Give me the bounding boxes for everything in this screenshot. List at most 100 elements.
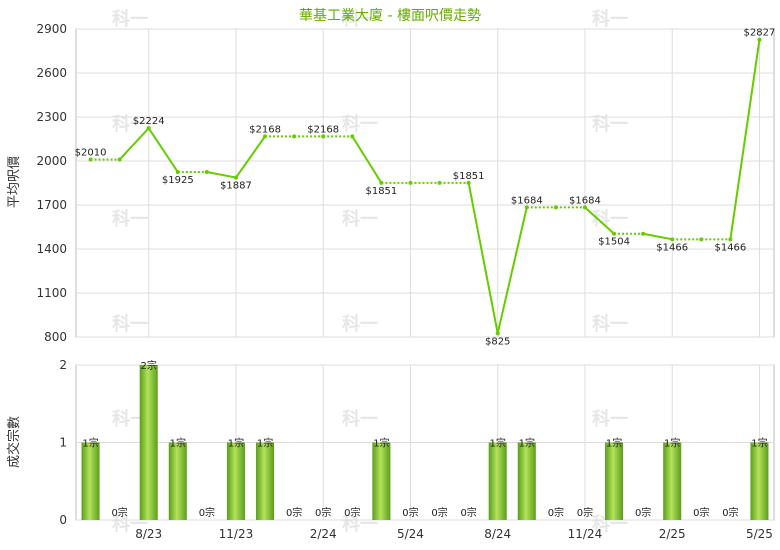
price-point [582,205,587,210]
price-data-label: $1684 [511,195,543,206]
count-bar [605,442,624,520]
count-bar-label: 0宗 [460,506,476,519]
count-bar-label: 0宗 [111,506,127,519]
watermark-text: 科一 [592,8,628,30]
price-point [379,180,384,185]
price-point [175,170,180,174]
price-data-label: $1466 [714,242,746,253]
watermark-text: 科一 [592,408,628,430]
watermark-text: 科一 [112,513,148,535]
price-point [495,331,500,336]
price-data-label: $825 [485,336,510,347]
price-point [553,205,558,210]
price-data-label: $1887 [220,181,252,192]
watermark-text: 科一 [112,113,148,135]
watermark-text: 科一 [342,408,378,430]
price-line-segment [235,135,266,179]
count-bar-label: 1宗 [373,437,389,450]
count-bar-label: 1宗 [82,437,98,450]
line-layer [88,37,762,336]
price-point [263,134,268,139]
count-bar-label: 1宗 [664,437,680,450]
watermark-text: 科一 [342,113,378,135]
count-bar [663,442,682,520]
price-data-label: $2168 [307,124,339,135]
count-bar-label: 0宗 [548,506,564,519]
count-bar [488,442,507,520]
price-point [233,175,238,180]
count-bar-label: 2宗 [141,359,157,372]
count-bar-label: 1宗 [606,437,622,450]
count-bar-label: 0宗 [431,506,447,519]
count-bar-label: 0宗 [315,506,331,519]
price-point [728,237,733,242]
x-tick-label: 8/23 [135,527,162,541]
price-data-label: $2224 [133,116,165,127]
price-line-segment [584,206,615,235]
count-bar-label: 0宗 [693,506,709,519]
price-tick-label: 2900 [36,22,67,36]
price-point [437,180,442,185]
price-data-label: $2827 [744,28,776,39]
price-point [699,237,704,242]
x-tick-label: 5/25 [746,527,773,541]
price-line-segment [147,127,179,173]
count-bar-label: 1宗 [257,437,273,450]
x-tick-label: 2/24 [310,527,337,541]
count-axis-label: 成交宗數 [6,416,22,468]
count-bar-label: 1宗 [228,437,244,450]
x-tick-label: 5/24 [397,527,424,541]
watermark-text: 科一 [592,113,628,135]
count-bar [81,442,100,520]
count-bar-label: 0宗 [199,506,215,519]
text-layer: 800 1100 1400 1700 2000 2300 2600 2900 0 1 2 8/23 11… [36,22,775,541]
price-data-label: $2168 [249,124,281,135]
x-tick-label: 8/24 [484,527,511,541]
price-line-segment [642,232,673,241]
count-bar-label: 0宗 [722,506,738,519]
price-point [641,231,646,236]
price-tick-label: 800 [44,330,67,344]
x-tick-label: 2/25 [659,527,686,541]
price-point [466,180,471,185]
count-bar [226,442,245,520]
price-point [321,134,326,139]
price-point [670,237,675,242]
price-tick-label: 1100 [36,286,67,300]
watermark-text: 科一 [592,208,628,230]
watermark-text: 科一 [342,313,378,335]
price-line-segment [351,135,383,184]
price-point [204,170,209,174]
watermark-text: 科一 [342,8,378,30]
price-tick-label: 2600 [36,66,67,80]
price-point [88,157,93,162]
price-point [612,231,617,236]
price-axis-label: 平均呎價 [7,156,22,208]
price-line-segment [496,207,528,334]
price-tick-label: 2000 [36,154,67,168]
x-tick-label: 11/24 [568,527,603,541]
price-point [757,37,762,42]
price-data-label: $1684 [569,195,601,206]
x-tick-label: 11/23 [219,527,254,541]
price-point [524,205,529,210]
price-data-label: $1851 [365,186,397,197]
count-tick-label: 1 [59,436,67,450]
count-bar [168,442,187,520]
count-tick-label: 2 [59,358,67,372]
price-data-label: $1851 [453,171,485,182]
count-bar-label: 1宗 [751,437,767,450]
watermark-text: 科一 [342,513,378,535]
watermark-text: 科一 [592,313,628,335]
bar-layer [81,365,769,520]
price-line-segment [467,182,499,334]
watermark-text: 科一 [342,208,378,230]
price-data-label: $2010 [75,148,107,159]
count-bar-label: 1宗 [519,437,535,450]
count-bar [256,442,275,520]
price-tick-label: 1400 [36,242,67,256]
price-data-label: $1504 [598,237,630,248]
watermark-text: 科一 [112,313,148,335]
